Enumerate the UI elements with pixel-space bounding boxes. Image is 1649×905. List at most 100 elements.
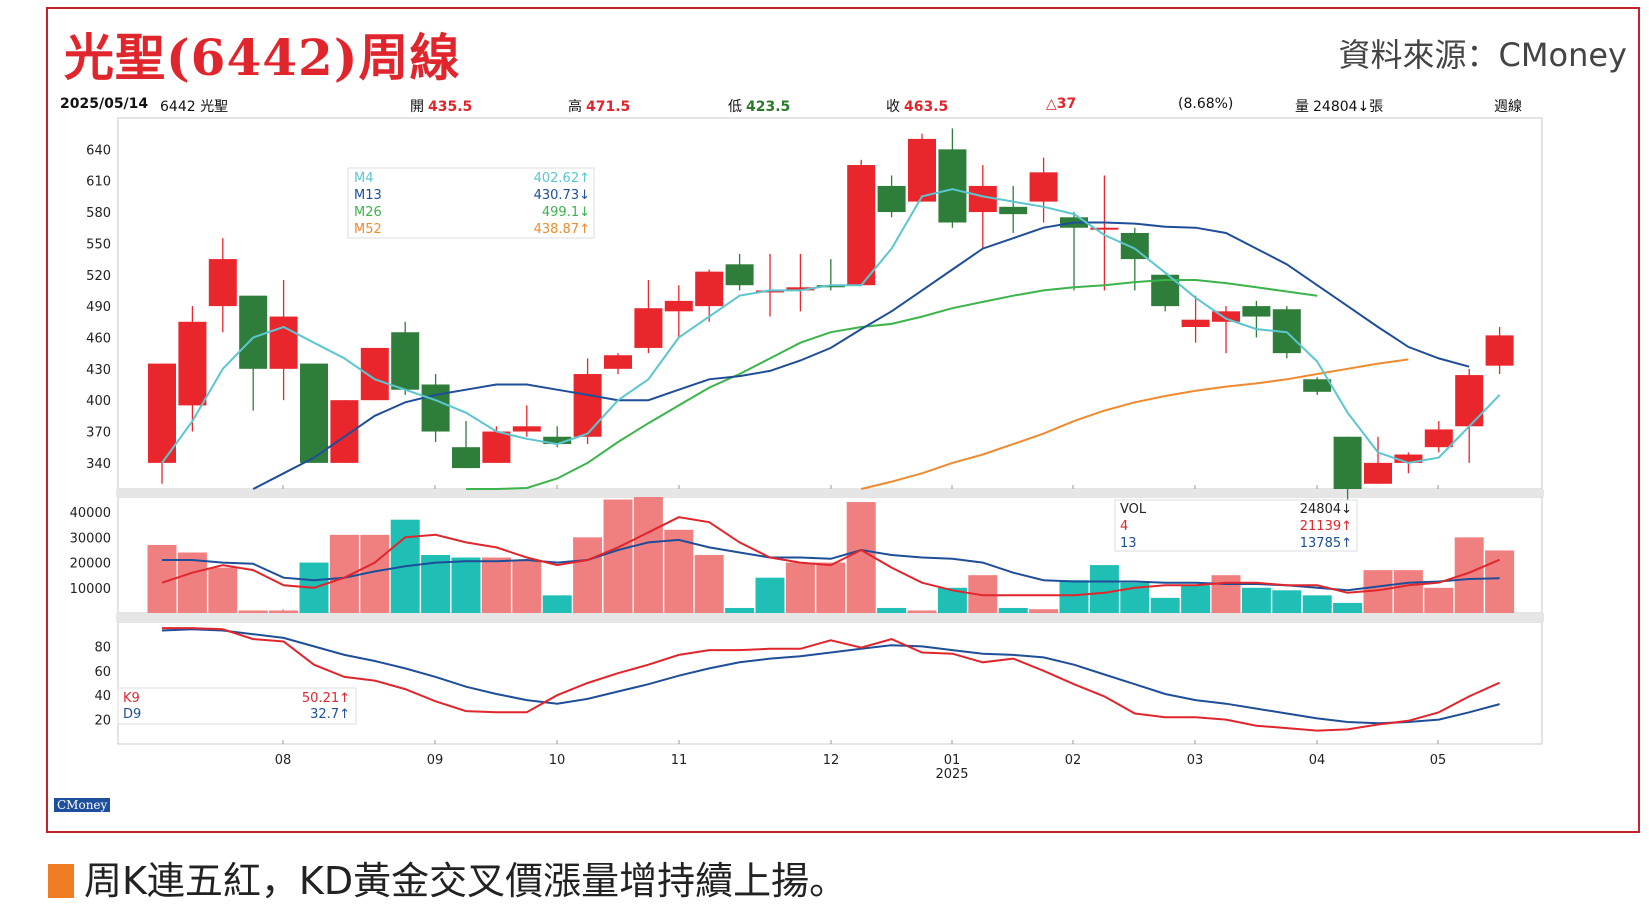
candle-up [1212,311,1240,322]
ma13-line [252,221,1470,490]
quote-close: 收 463.5 [886,96,948,116]
kd-legend-name: D9 [123,707,141,722]
candle-up [1364,462,1392,484]
volume-bar [329,534,359,613]
candle-up [634,308,663,348]
candle-down [1303,379,1332,392]
kd-tick-label: 40 [94,689,111,704]
candle-up [908,138,936,202]
volume-label: 量 [1295,99,1309,115]
candle-up [604,355,632,369]
candle-up [1181,319,1210,328]
candle-up [1394,454,1423,463]
candle-down [421,384,450,432]
volume-tick-label: 30000 [70,531,111,546]
x-tick-label: 04 [1309,753,1326,768]
quote-change-pct: (8.68%) [1178,96,1234,112]
volume-bar [1302,595,1332,613]
volume-bar [877,607,907,613]
price-tick-label: 550 [86,237,111,252]
quote-period: 週線 [1494,99,1522,115]
volume-bar [512,560,542,613]
chart-title: 光聖(6442)周線 [64,28,461,87]
ma-legend-name: M4 [354,171,374,186]
x-tick-label: 03 [1187,753,1204,768]
candle-up [208,259,237,307]
volume-value: 24804↓張 [1313,99,1384,115]
candle-down [816,285,845,288]
close-value: 463.5 [904,99,949,115]
volume-legend-name: 4 [1120,519,1128,534]
quote-high: 高 471.5 [568,96,630,116]
volume-bar [846,502,876,613]
candle-down [725,264,754,286]
candle-up [269,316,298,369]
volume-bar [785,562,815,613]
kd-legend-box [117,687,357,725]
ma-legend-value: 438.87↑ [534,222,590,237]
open-label: 開 [410,99,424,115]
volume-legend-box [1114,499,1358,552]
kd-tick-label: 80 [94,640,111,655]
volume-bar [1272,590,1302,613]
volume-bar [1181,585,1211,613]
candle-up [695,271,724,307]
candle-down [1242,306,1271,317]
quote-volume: 量 24804↓張 [1295,96,1383,116]
volume-bar [1211,575,1241,613]
price-tick-label: 640 [86,143,111,158]
x-tick-label: 02 [1065,753,1082,768]
candle-up [178,321,207,406]
volume-bar [542,595,572,613]
kd-legend-name: K9 [123,691,140,706]
x-tick-label: 09 [427,753,444,768]
price-tick-label: 580 [86,206,111,221]
caption-marker [48,864,74,898]
low-value: 423.5 [746,99,791,115]
volume-bar [1333,602,1363,613]
close-label: 收 [886,99,900,115]
candle-up [1455,375,1484,427]
price-tick-label: 400 [86,394,111,409]
x-tick-label: 10 [549,753,566,768]
x-tick-label: 12 [823,753,840,768]
volume-bar [725,607,755,613]
candle-up [1029,172,1058,202]
low-label: 低 [728,99,742,115]
volume-bar [664,529,694,613]
price-tick-label: 370 [86,426,111,441]
ma52-line [860,358,1409,490]
volume-bar [603,499,633,613]
chart-frame [46,7,1640,833]
volume-legend-value: 13785↑ [1300,536,1352,551]
ma-legend-value: 402.62↑ [534,171,590,186]
caption-text: 周K連五紅，KD黃金交叉價漲量增持續上揚。 [84,859,848,903]
candle-up [573,374,602,437]
volume-bar [269,610,299,613]
cmoney-badge: CMoney [54,798,111,812]
candle-down [300,363,328,463]
kd-tick-label: 20 [94,714,111,729]
candle-down [543,436,572,445]
ma-legend-box [347,167,595,239]
open-value: 435.5 [428,99,473,115]
candle-up [664,300,693,312]
volume-bar [1029,609,1059,613]
panel-divider-2 [116,613,1544,622]
volume-bar [1241,587,1271,613]
candle-down [1333,436,1362,489]
x-tick-label: 11 [671,753,688,768]
price-tick-label: 520 [86,269,111,284]
quote-open: 開 435.5 [410,96,472,116]
high-label: 高 [568,99,582,115]
volume-bar [998,607,1028,613]
candle-down [391,332,420,390]
x-tick-label: 08 [275,753,292,768]
volume-bar [481,557,511,613]
candle-down [999,206,1028,215]
quote-stock: 6442 光聖 [160,99,229,115]
candle-down [452,447,480,469]
volume-bar [1150,597,1180,613]
quote-low: 低 423.5 [728,96,790,116]
